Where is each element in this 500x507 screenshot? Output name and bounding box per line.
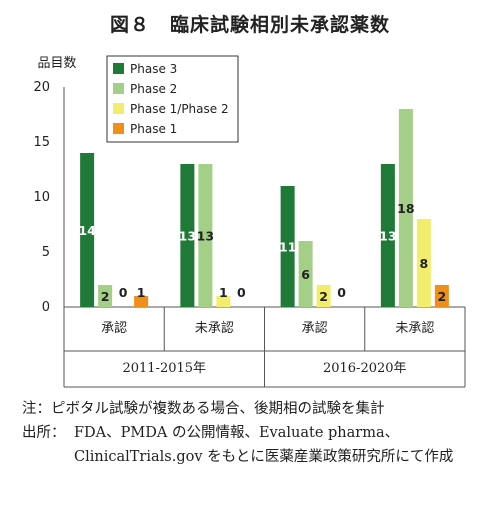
group-label: 2011-2015年 bbox=[122, 361, 206, 376]
source-note: 出所： FDA、PMDA の公開情報、Evaluate pharma、Clinic… bbox=[22, 421, 492, 469]
bar bbox=[80, 153, 95, 307]
data-label: 2 bbox=[319, 289, 328, 304]
bar bbox=[298, 241, 313, 307]
source-text: FDA、PMDA の公開情報、Evaluate pharma、ClinicalT… bbox=[74, 425, 454, 465]
bar bbox=[380, 164, 395, 307]
source-label: 出所： bbox=[22, 425, 66, 441]
legend-swatch bbox=[113, 83, 124, 94]
bar bbox=[434, 285, 449, 307]
data-label: 0 bbox=[119, 285, 128, 300]
bar bbox=[280, 186, 295, 307]
category-label: 承認 bbox=[302, 320, 328, 336]
category-label: 未承認 bbox=[395, 320, 434, 336]
legend-swatch bbox=[113, 123, 124, 134]
bar bbox=[180, 164, 195, 307]
chart-title: 図８ 臨床試験相別未承認薬数 bbox=[109, 14, 390, 36]
data-label: 11 bbox=[279, 240, 296, 255]
legend-label: Phase 3 bbox=[130, 62, 177, 76]
bar bbox=[216, 296, 231, 307]
group-label: 2016-2020年 bbox=[323, 361, 407, 376]
bar bbox=[316, 285, 331, 307]
footnote: 注：ピボタル試験が複数ある場合、後期相の試験を集計 bbox=[22, 401, 385, 417]
y-tick-label: 15 bbox=[33, 135, 50, 150]
data-label: 1 bbox=[137, 285, 146, 300]
legend-label: Phase 1/Phase 2 bbox=[130, 102, 229, 116]
bar bbox=[398, 109, 413, 307]
legend: Phase 3 Phase 2 Phase 1/Phase 2 Phase 1 bbox=[106, 55, 239, 143]
category-label: 承認 bbox=[101, 320, 127, 336]
category-label: 未承認 bbox=[195, 320, 234, 336]
legend-box bbox=[106, 55, 239, 143]
y-tick-label: 5 bbox=[42, 245, 50, 260]
legend-label: Phase 2 bbox=[130, 82, 177, 96]
data-label: 1 bbox=[219, 285, 228, 300]
data-label: 0 bbox=[337, 285, 346, 300]
data-label: 6 bbox=[301, 267, 310, 282]
y-tick-label: 10 bbox=[33, 190, 50, 205]
y-tick-label: 20 bbox=[33, 80, 50, 95]
y-axis-label: 品目数 bbox=[37, 56, 76, 71]
legend-swatch bbox=[113, 63, 124, 74]
data-label: 14 bbox=[78, 223, 96, 238]
legend-swatch bbox=[113, 103, 124, 114]
data-label: 8 bbox=[420, 256, 429, 271]
data-label: 0 bbox=[237, 285, 246, 300]
bar bbox=[416, 219, 431, 307]
bar bbox=[98, 285, 113, 307]
data-label: 13 bbox=[379, 229, 396, 244]
data-label: 2 bbox=[101, 289, 110, 304]
y-tick-label: 0 bbox=[42, 300, 50, 315]
data-label: 13 bbox=[197, 229, 214, 244]
data-label: 2 bbox=[438, 289, 447, 304]
legend-label: Phase 1 bbox=[130, 122, 177, 136]
bar bbox=[198, 164, 213, 307]
data-label: 13 bbox=[179, 229, 196, 244]
data-label: 18 bbox=[397, 201, 414, 216]
bar bbox=[134, 296, 149, 307]
